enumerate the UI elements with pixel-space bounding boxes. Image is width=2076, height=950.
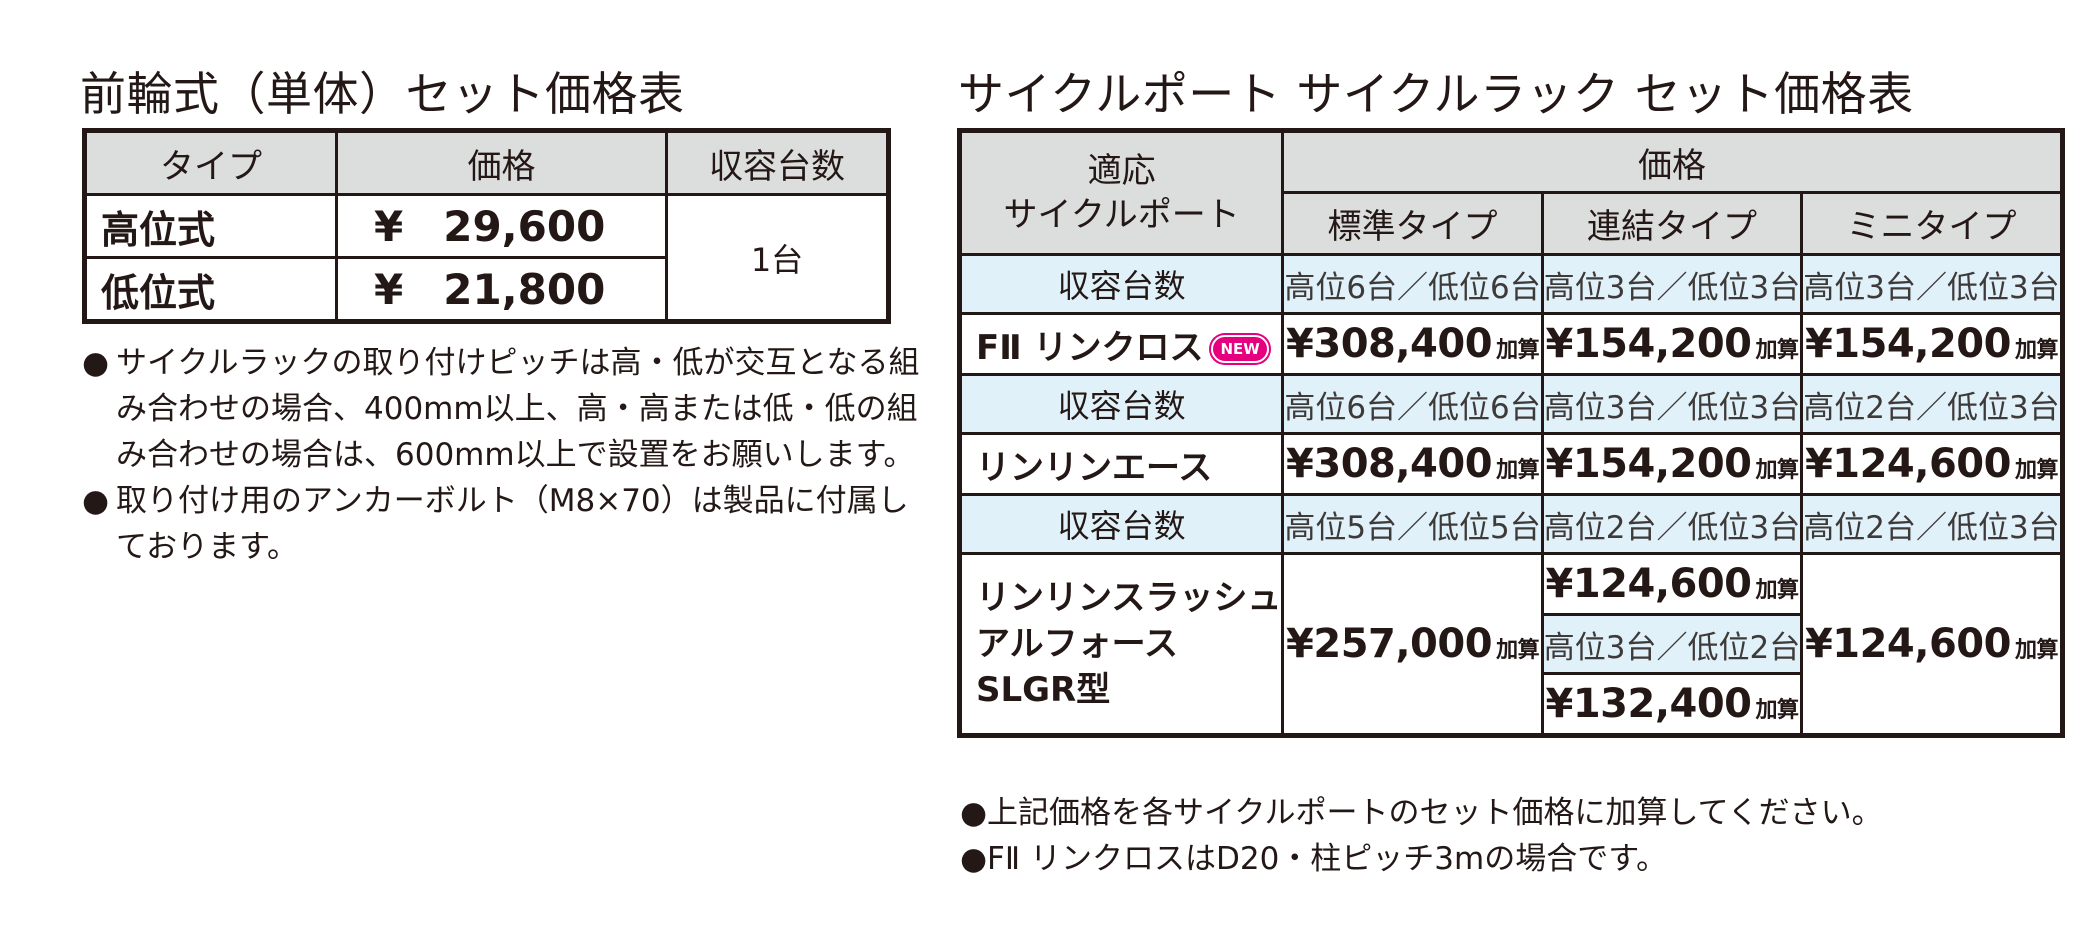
header-price: 価格 (335, 129, 668, 196)
product-name: リンリンエース (957, 432, 1285, 496)
add-suffix: 加算 (2014, 458, 2059, 483)
table2-notes: ●上記価格を各サイクルポートのセット価格に加算してください。 ●FⅡ リンクロス… (960, 790, 1883, 882)
add-suffix: 加算 (1496, 338, 1540, 363)
cycle-port-price-table: 適応 サイクルポート 価格 標準タイプ 連結タイプ ミニタイプ 収容台数 高位6… (957, 128, 2065, 738)
yen-sign: ¥ (374, 264, 404, 314)
price-cell: ¥308,400 加算 (1281, 312, 1544, 376)
add-suffix: 加算 (1496, 638, 1540, 663)
type-cell: 低位式 (83, 256, 338, 323)
capacity-cell: 高位2台／低位3台 (1540, 493, 1804, 555)
price-cell: ¥124,600 加算 (1800, 432, 2064, 496)
table-row: 収容台数 高位6台／低位6台 高位3台／低位3台 高位3台／低位3台 (957, 253, 2064, 315)
bullet: ● (82, 483, 110, 519)
table-row: 高位式 ¥29,600 1台 (83, 193, 890, 323)
header-linked: 連結タイプ (1540, 191, 1804, 256)
note-line: ております。 (116, 529, 298, 565)
note-line: ●FⅡ リンクロスはD20・柱ピッチ3mの場合です。 (960, 841, 1668, 877)
front-wheel-price-table: タイプ 価格 収容台数 高位式 ¥29,600 1台 低位式 ¥21,800 (82, 128, 891, 324)
header-capacity: 収容台数 (665, 129, 890, 196)
price-cell: ¥154,200 加算 (1540, 432, 1804, 496)
table-row: ¥132,400 加算 (960, 672, 2063, 737)
table-subheader-row: 標準タイプ 連結タイプ ミニタイプ (960, 191, 2064, 256)
capacity-cell: 高位5台／低位5台 (1281, 493, 1544, 555)
capacity-label: 収容台数 (957, 253, 1285, 315)
capacity-cell: 高位3台／低位3台 (1540, 373, 1804, 435)
price-value: 29,600 (443, 201, 606, 251)
note-line: み合わせの場合は、600mm以上で設置をお願いします。 (116, 437, 915, 473)
price-cell: ¥308,400 加算 (1281, 432, 1544, 496)
price-cell: ¥29,600 (335, 193, 668, 259)
add-suffix: 加算 (1755, 578, 1800, 603)
table2-title: サイクルポート サイクルラック セット価格表 (958, 67, 1914, 121)
yen-sign: ¥ (374, 201, 404, 251)
add-suffix: 加算 (2014, 338, 2059, 363)
capacity-cell: 高位6台／低位6台 (1281, 373, 1544, 435)
table-header-row: 適応 サイクルポート 価格 (957, 129, 2064, 256)
table-row: リンリンスラッシュ アルフォース SLGR型 ¥257,000 加算 ¥124,6… (957, 552, 2064, 737)
add-suffix: 加算 (1755, 458, 1800, 483)
product-name: リンリンスラッシュ アルフォース SLGR型 (957, 552, 1285, 737)
header-type: タイプ (83, 129, 338, 196)
header-port: 適応 サイクルポート (957, 129, 1285, 256)
add-suffix: 加算 (1755, 698, 1800, 723)
capacity-cell: 高位2台／低位3台 (1800, 493, 2064, 555)
price-cell: ¥132,400 加算 (1540, 672, 1804, 737)
capacity-label: 収容台数 (957, 493, 1285, 555)
product-name: FⅡ リンクロス NEW (957, 312, 1285, 376)
note-line: み合わせの場合、400mm以上、高・高または低・低の組 (116, 391, 918, 427)
capacity-cell: 高位3台／低位3台 (1540, 253, 1804, 315)
table-row: FⅡ リンクロス NEW ¥308,400 加算 ¥154,200 加算 ¥154,2… (957, 312, 2064, 376)
price-cell: ¥154,200 加算 (1800, 312, 2064, 376)
note-line: ● 取り付け用のアンカーボルト（M8×70）は製品に付属し (82, 478, 920, 524)
capacity-cell: 高位3台／低位2台 (1540, 613, 1804, 675)
table-row: 収容台数 高位5台／低位5台 高位2台／低位3台 高位2台／低位3台 (957, 493, 2064, 555)
table1-notes: ● サイクルラックの取り付けピッチは高・低が交互となる組 み合わせの場合、400m… (82, 340, 920, 570)
capacity-cell: 高位6台／低位6台 (1281, 253, 1544, 315)
note-line: ●上記価格を各サイクルポートのセット価格に加算してください。 (960, 795, 1883, 831)
add-suffix: 加算 (1496, 458, 1540, 483)
table1-title: 前輪式（単体）セット価格表 (80, 67, 685, 121)
capacity-label: 収容台数 (957, 373, 1285, 435)
capacity-cell: 高位2台／低位3台 (1800, 373, 2064, 435)
note-line: ● サイクルラックの取り付けピッチは高・低が交互となる組 (82, 340, 920, 386)
bullet: ● (82, 345, 110, 381)
add-suffix: 加算 (1755, 338, 1800, 363)
new-badge: NEW (1211, 335, 1269, 363)
capacity-cell: 1台 (665, 193, 890, 323)
table-row: 低位式 ¥21,800 (83, 256, 889, 323)
table-header-row: タイプ 価格 収容台数 (83, 129, 890, 196)
price-cell: ¥124,600 加算 (1800, 552, 2064, 737)
capacity-cell: 高位3台／低位3台 (1800, 253, 2064, 315)
price-cell: ¥21,800 (335, 256, 668, 323)
price-cell: ¥154,200 加算 (1540, 312, 1804, 376)
header-price: 価格 (1281, 129, 2064, 194)
type-cell: 高位式 (83, 193, 338, 259)
header-mini: ミニタイプ (1800, 191, 2064, 256)
table-row: リンリンエース ¥308,400 加算 ¥154,200 加算 ¥124,600 加算 (957, 432, 2064, 496)
price-cell: ¥257,000 加算 (1281, 552, 1544, 737)
table-row: 高位3台／低位2台 (960, 613, 2063, 675)
table-row: 収容台数 高位6台／低位6台 高位3台／低位3台 高位2台／低位3台 (957, 373, 2064, 435)
price-cell: ¥124,600 加算 (1540, 552, 1804, 616)
header-standard: 標準タイプ (1281, 191, 1544, 256)
price-value: 21,800 (443, 264, 606, 314)
add-suffix: 加算 (2014, 638, 2059, 663)
